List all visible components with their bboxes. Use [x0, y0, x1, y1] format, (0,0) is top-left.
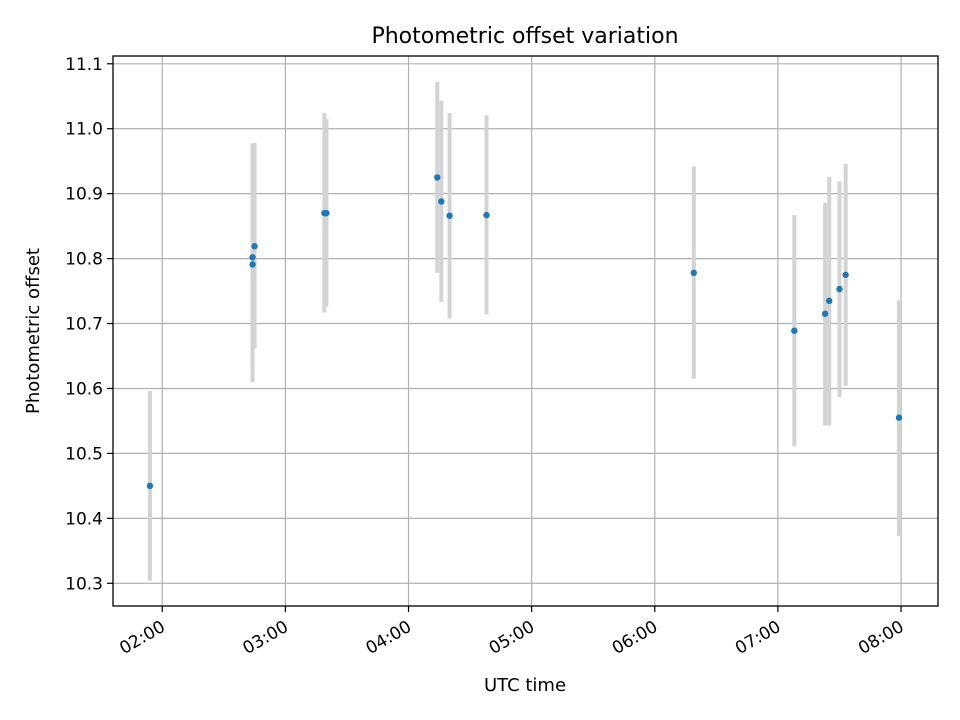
data-point [842, 271, 849, 279]
y-tick-label: 10.3 [65, 574, 103, 594]
data-point [690, 269, 697, 277]
x-tick-label: 06:00 [609, 617, 661, 659]
x-axis-label: UTC time [484, 675, 566, 696]
y-axis-ticks: 10.3 10.4 10.5 10.6 10.7 10.8 10.9 11.0 11.1 [65, 55, 113, 594]
data-point [249, 261, 256, 268]
grid [113, 56, 938, 606]
data-point [836, 285, 843, 293]
y-tick-label: 10.9 [65, 185, 103, 205]
y-tick-label: 11.1 [65, 55, 103, 75]
data-point [323, 209, 330, 217]
y-tick-label: 11.0 [65, 120, 103, 140]
error-bars [147, 81, 902, 581]
y-tick-label: 10.4 [65, 509, 103, 529]
data-point [895, 414, 903, 421]
y-axis-label: Photometric offset [23, 248, 44, 414]
data-point [826, 297, 833, 305]
data-points [146, 174, 903, 490]
x-tick-label: 07:00 [732, 617, 784, 659]
x-tick-label: 02:00 [116, 617, 168, 659]
data-point [438, 198, 445, 205]
data-point [791, 327, 798, 334]
y-tick-label: 10.8 [65, 250, 103, 270]
data-point [146, 482, 154, 490]
data-point [483, 211, 490, 219]
data-point [821, 310, 829, 317]
x-tick-label: 03:00 [239, 617, 291, 659]
chart-title: Photometric offset variation [371, 24, 678, 49]
y-tick-label: 10.5 [65, 444, 103, 464]
x-axis-ticks: 02:00 03:00 04:00 05:00 06:00 07:00 08:00 [116, 606, 908, 659]
y-tick-label: 10.6 [65, 379, 103, 399]
data-point [434, 174, 441, 181]
x-tick-label: 05:00 [486, 617, 538, 659]
data-point [249, 254, 256, 261]
data-point [446, 212, 453, 219]
data-point [251, 243, 258, 250]
x-tick-label: 04:00 [363, 617, 415, 659]
x-tick-label: 08:00 [855, 617, 907, 659]
plot-frame [112, 55, 939, 607]
y-tick-label: 10.7 [65, 315, 103, 335]
